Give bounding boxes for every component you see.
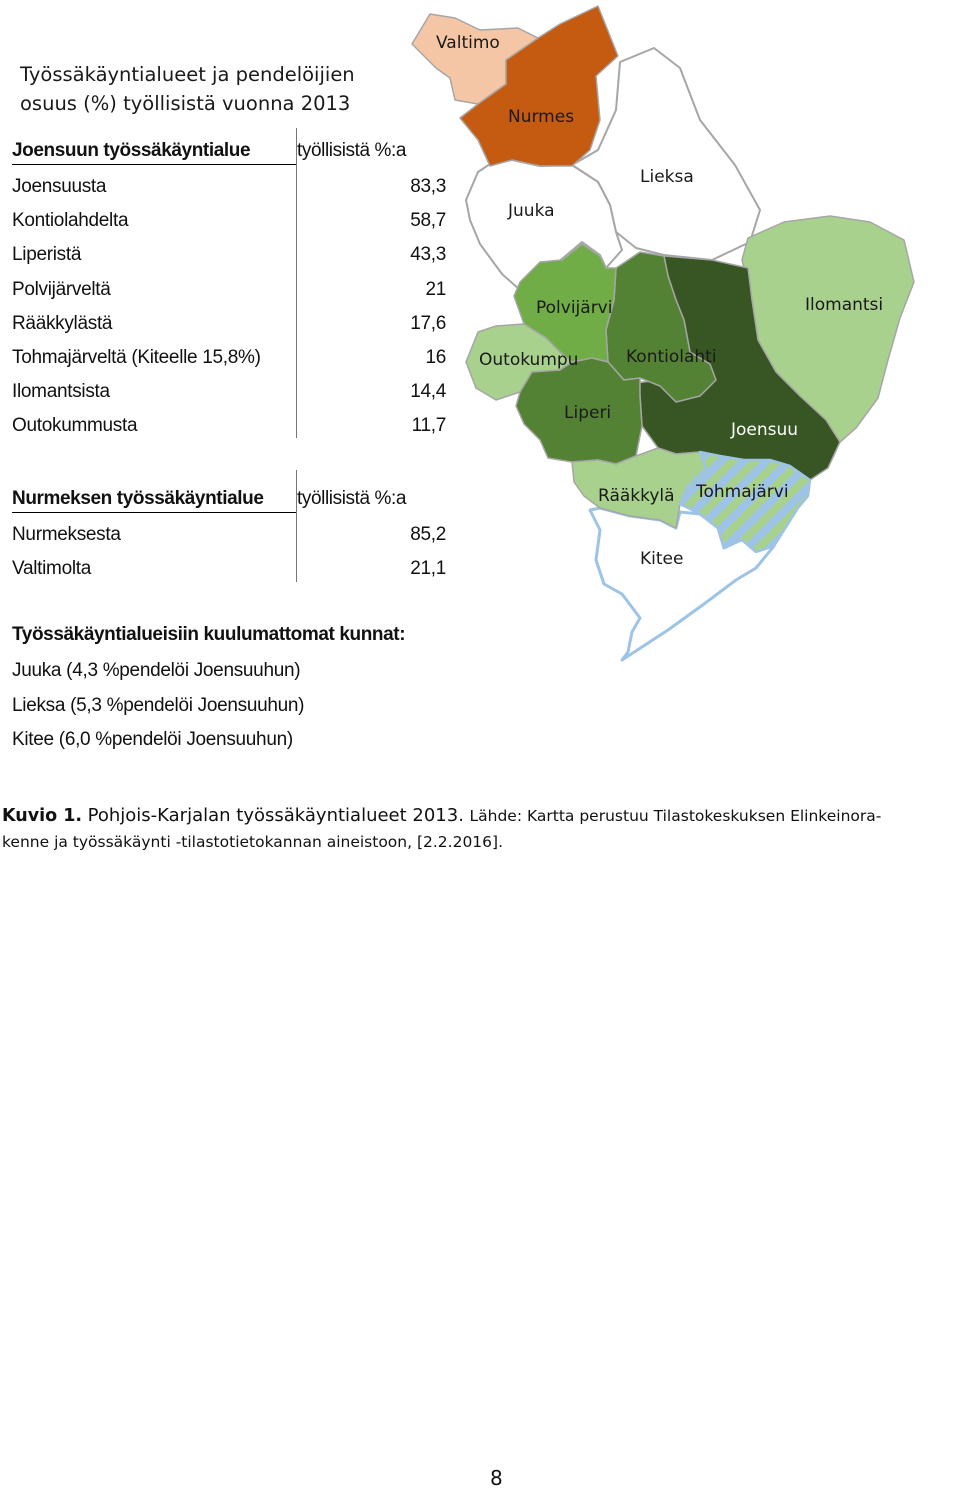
label-outokumpu: Outokumpu [479, 350, 578, 370]
region-nurmes [459, 5, 619, 167]
joensuu-table-row: Joensuusta 83,3 [12, 168, 452, 202]
nurmes-table-row-value: 21,1 [410, 558, 446, 580]
label-lieksa: Lieksa [640, 167, 694, 187]
nurmes-table-row: Nurmeksesta 85,2 [12, 516, 452, 550]
joensuu-table-rows: Joensuusta 83,3 Kontiolahdelta 58,7 Liperist… [12, 168, 452, 442]
joensuu-table-row: Outokummusta 11,7 [12, 407, 452, 441]
joensuu-table-row-value: 17,6 [410, 312, 446, 334]
nurmes-table-header: Nurmeksen työssäkäyntialue työllisistä %… [12, 488, 452, 516]
figure-caption: Kuvio 1. Pohjois-Karjalan työssäkäyntial… [2, 803, 957, 855]
joensuu-table-row-value: 21 [425, 278, 446, 300]
joensuu-table-row-label: Polvijärveltä [12, 278, 111, 300]
joensuu-table-row-label: Rääkkylästä [12, 312, 113, 334]
joensuu-table-row: Polvijärveltä 21 [12, 271, 452, 305]
non-member-row-lieksa: Lieksa (5,3 %pendelöi Joensuuhun) [12, 695, 305, 716]
joensuu-table-row-value: 16 [425, 346, 446, 368]
joensuu-table-row-label: Liperistä [12, 244, 82, 266]
joensuu-table-row-value: 14,4 [410, 381, 446, 403]
joensuu-table-row-label: Ilomantsista [12, 381, 110, 403]
joensuu-table-row-label: Joensuusta [12, 176, 107, 197]
joensuu-table-column-divider [296, 128, 297, 438]
caption-source-1: Lähde: Kartta perustuu Tilastokeskuksen … [469, 807, 882, 825]
non-members-title: Työssäkäyntialueisiin kuulumattomat kunn… [12, 624, 406, 645]
label-raakkyla: Rääkkylä [598, 486, 675, 506]
nurmes-table: Nurmeksen työssäkäyntialue työllisistä %… [12, 470, 452, 584]
joensuu-table-row-value: 11,7 [411, 415, 447, 437]
label-tohmajarvi: Tohmajärvi [695, 482, 789, 502]
label-kitee: Kitee [640, 549, 683, 569]
map-title-line-1: Työssäkäyntialueet ja pendelöijien [20, 63, 355, 86]
joensuu-table-row-value: 83,3 [410, 176, 446, 197]
map-title: Työssäkäyntialueet ja pendelöijien osuus… [20, 60, 355, 118]
north-karelia-map: Valtimo Nurmes Lieksa Juuka Polvijärvi I… [411, 5, 915, 662]
joensuu-table-header: Joensuun työssäkäyntialue työllisistä %:… [12, 140, 452, 168]
nurmes-table-row-label: Valtimolta [12, 558, 92, 580]
caption-figure-number: Kuvio 1. [2, 806, 83, 826]
label-kontiolahti: Kontiolahti [626, 347, 717, 367]
joensuu-table-row-value: 43,3 [410, 244, 446, 266]
nurmes-table-rule [12, 512, 296, 513]
nurmes-table-title: Nurmeksen työssäkäyntialue [12, 488, 264, 509]
joensuu-table-col-header: työllisistä %:a [297, 140, 407, 161]
nurmes-table-rows: Nurmeksesta 85,2 Valtimolta 21,1 [12, 516, 452, 584]
nurmes-table-col-header: työllisistä %:a [297, 488, 407, 509]
page-number: 8 [490, 1466, 503, 1490]
nurmes-table-row-label: Nurmeksesta [12, 524, 121, 545]
joensuu-table-row: Tohmajärveltä (Kiteelle 15,8%) 16 [12, 339, 452, 373]
caption-source-2: kenne ja työssäkäynti -tilastotietokanna… [2, 833, 504, 851]
nurmes-table-row-value: 85,2 [410, 524, 446, 545]
caption-title: Pohjois-Karjalan työssäkäyntialueet 2013… [87, 805, 464, 826]
joensuu-table-row: Kontiolahdelta 58,7 [12, 202, 452, 236]
joensuu-table-row-label: Kontiolahdelta [12, 210, 129, 232]
map-title-line-2: osuus (%) työllisistä vuonna 2013 [20, 92, 351, 115]
joensuu-table-row: Ilomantsista 14,4 [12, 373, 452, 407]
joensuu-table-row-label: Outokummusta [12, 415, 138, 437]
joensuu-table-rule [12, 164, 296, 165]
label-joensuu: Joensuu [730, 420, 798, 440]
region-tohmajarvi [678, 450, 812, 554]
joensuu-table-row-value: 58,7 [410, 210, 446, 232]
label-polvijarvi: Polvijärvi [536, 298, 612, 318]
label-liperi: Liperi [564, 403, 611, 423]
joensuu-table-row: Rääkkylästä 17,6 [12, 305, 452, 339]
joensuu-table: Joensuun työssäkäyntialue työllisistä %:… [12, 128, 452, 442]
nurmes-table-column-divider [296, 470, 297, 582]
joensuu-table-row-label: Tohmajärveltä (Kiteelle 15,8%) [12, 346, 261, 368]
label-ilomantsi: Ilomantsi [805, 295, 883, 315]
nurmes-table-row: Valtimolta 21,1 [12, 550, 452, 584]
non-member-row-juuka: Juuka (4,3 %pendelöi Joensuuhun) [12, 660, 301, 681]
label-nurmes: Nurmes [508, 107, 574, 127]
label-juuka: Juuka [507, 201, 555, 221]
joensuu-table-row: Liperistä 43,3 [12, 236, 452, 270]
non-member-row-kitee: Kitee (6,0 %pendelöi Joensuuhun) [12, 729, 293, 750]
joensuu-table-title: Joensuun työssäkäyntialue [12, 140, 251, 161]
label-valtimo: Valtimo [436, 33, 500, 53]
